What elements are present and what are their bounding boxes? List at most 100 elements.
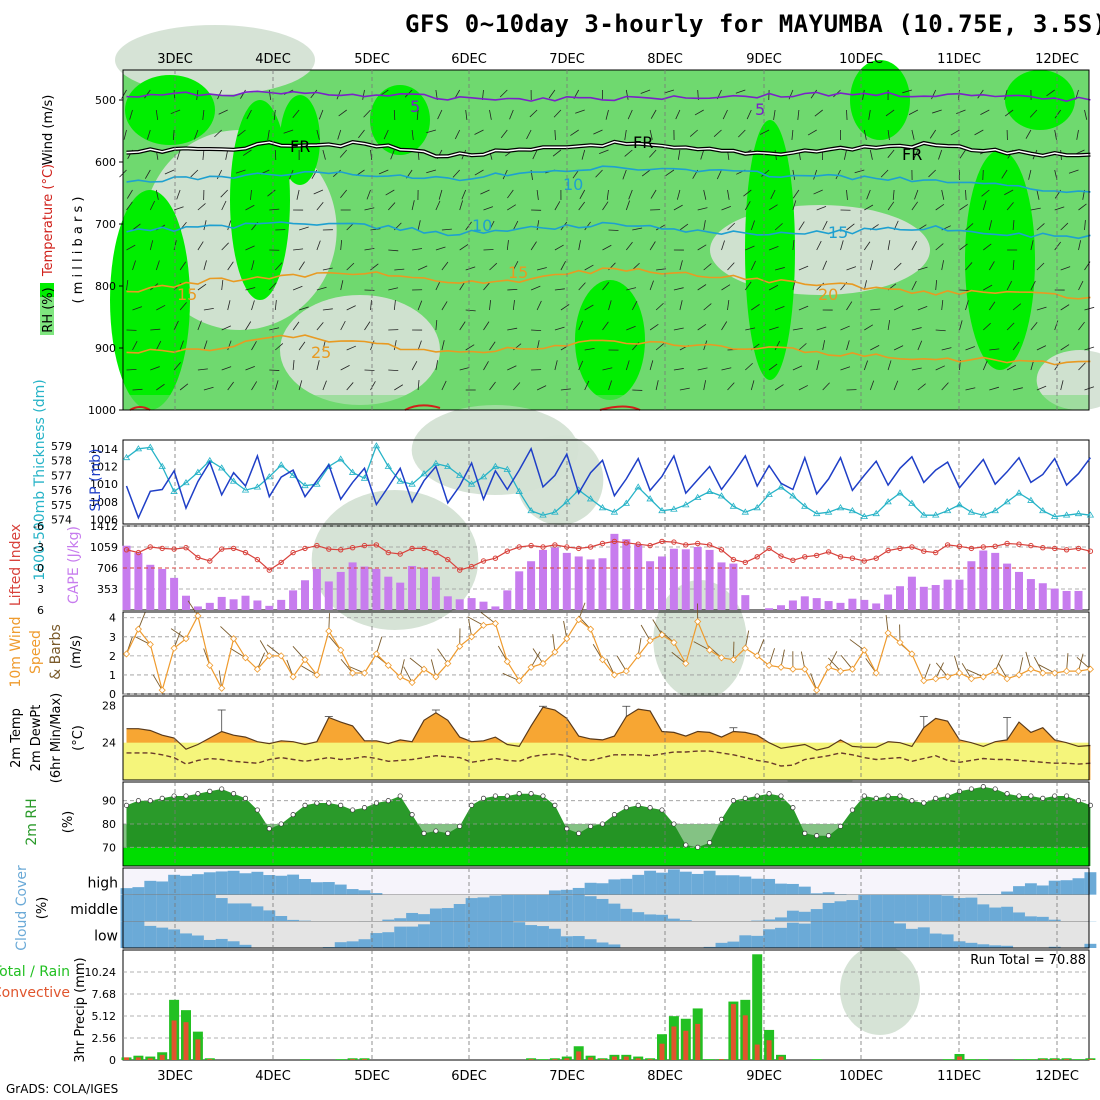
wind-barb <box>1013 387 1023 391</box>
contour-label: 10 <box>563 175 583 194</box>
wind-barb <box>121 89 127 99</box>
rh2m-base <box>123 847 1089 866</box>
wind-barb <box>267 189 276 197</box>
cloud-bar-high <box>703 870 716 895</box>
cloud-bar-middle <box>1048 919 1061 922</box>
cape-bar <box>205 602 214 610</box>
wind-barb <box>322 267 333 271</box>
wind-barb <box>507 189 514 199</box>
cloud-bar-low <box>846 921 859 948</box>
wind-barb <box>172 129 175 141</box>
rh2m-point <box>802 830 808 836</box>
precip-total-bar <box>1025 1059 1036 1060</box>
wind-barb <box>227 220 232 231</box>
wind-speed-point <box>825 663 833 671</box>
wind-barb <box>150 366 160 371</box>
wind-speed-point <box>301 656 309 664</box>
wind-panel: 0 1 2 3 4 10m Wind Speed & Barbs (m/s) <box>8 600 1094 701</box>
wind-barb <box>770 189 776 200</box>
wind-barb <box>507 365 517 371</box>
cloud-bar-low <box>382 932 395 948</box>
rh2m-point <box>195 791 201 797</box>
thickness-tick-label: 576 <box>51 484 72 497</box>
cape-bar <box>467 598 476 610</box>
cloud-bar-middle <box>1013 912 1025 922</box>
cloud-bar-middle <box>191 894 204 922</box>
wind-speed-point <box>872 669 880 677</box>
cloud-bar-high <box>632 874 645 895</box>
wind-barb <box>745 362 753 371</box>
wind-speed-point <box>277 652 285 660</box>
wind-barb-10m <box>259 640 270 657</box>
cape-bar <box>586 559 595 610</box>
wind-barb <box>929 129 937 139</box>
wind-barb <box>332 169 341 177</box>
wind-barb <box>337 129 342 140</box>
wind-barb <box>126 244 136 251</box>
rh2m-point <box>516 791 522 797</box>
wind-barb <box>835 169 841 180</box>
wind-barb-10m <box>187 600 199 617</box>
wind-speed-point <box>646 637 654 645</box>
cape-bar <box>277 599 286 610</box>
top-date-label: 5DEC <box>354 52 390 67</box>
thickness-point <box>634 483 642 490</box>
precip-panel: 2.56 5.12 7.68 10.24 0 Run Total = 70.88 3hr P… <box>0 949 1096 1067</box>
wind-barb <box>506 240 509 251</box>
wind-barb <box>602 321 609 331</box>
wind-barb <box>965 189 967 201</box>
cape-bar <box>931 585 940 610</box>
li-point <box>921 548 927 554</box>
wind-barb <box>197 368 208 371</box>
wind-barb-10m <box>640 624 651 641</box>
cloud-bar-low <box>727 941 740 948</box>
wind-speed-point <box>194 612 202 620</box>
wind-barb <box>283 129 294 134</box>
thickness-point <box>741 508 750 515</box>
cloud-bar-low <box>418 924 430 948</box>
li-point <box>302 545 308 552</box>
cloud-bar-low <box>1048 946 1061 948</box>
cape-bar <box>622 539 631 610</box>
cape-bar <box>408 565 417 610</box>
wind-speed-point <box>396 673 404 681</box>
wind-barb-10m <box>170 628 187 640</box>
wind-barb-10m <box>266 644 282 657</box>
cape-bar <box>455 599 464 610</box>
wind-barb <box>579 189 586 199</box>
bottom-date-label: 3DEC <box>157 1069 193 1084</box>
wind-barb <box>197 241 204 251</box>
wind-barb <box>220 189 228 198</box>
thickness-point <box>1015 489 1023 496</box>
wind-barb <box>703 189 707 200</box>
cape-tick-label: 1059 <box>90 541 118 554</box>
rh2m-point <box>897 793 903 799</box>
cape-bar <box>836 602 845 610</box>
wind-barb <box>673 368 684 371</box>
cape-bar <box>1015 571 1023 610</box>
cloud-bar-middle <box>632 912 645 922</box>
wind-barb <box>798 343 807 351</box>
wind-tick-label: 0 <box>109 688 116 701</box>
cape-bar <box>991 552 1000 610</box>
wind-barb-10m <box>606 658 615 676</box>
wind-barb <box>887 360 892 371</box>
wind-barb <box>499 89 508 98</box>
thickness-point <box>253 483 262 490</box>
precip-tick-label: 7.68 <box>92 988 117 1001</box>
wind-barb <box>441 261 449 271</box>
cloud-bar-middle <box>751 920 764 922</box>
wind-barb <box>866 189 871 200</box>
rh2m-point <box>885 793 891 799</box>
wind-barb <box>959 243 968 251</box>
cape-bar <box>348 562 357 610</box>
rh2m-point <box>635 802 641 808</box>
wind-barb <box>176 149 181 160</box>
li-point <box>171 546 177 552</box>
precip-convective-bar <box>683 1030 689 1060</box>
li-point <box>695 540 701 547</box>
wind-barb <box>340 365 350 371</box>
precip-convective-bar <box>124 1057 129 1060</box>
wind-barb <box>438 189 443 200</box>
rh2m-point <box>1028 793 1034 799</box>
